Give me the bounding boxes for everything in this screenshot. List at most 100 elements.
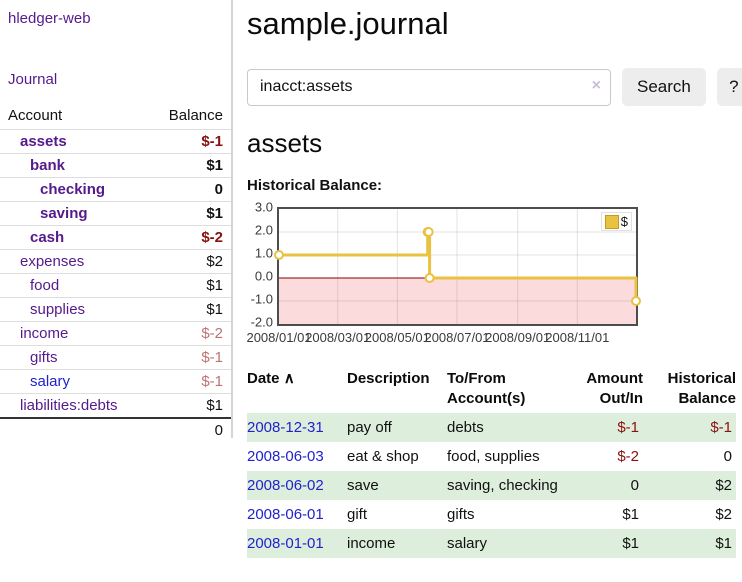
search-form: × Search ? [247,68,742,106]
account-balance: $-1 [144,129,231,154]
account-link-expenses[interactable]: expenses [20,253,85,270]
register-table: Date ∧ Description To/From Account(s) Amo… [247,367,736,558]
account-balance: $-1 [144,369,231,394]
account-balance: $1 [144,297,231,322]
account-row: supplies $1 [0,297,231,322]
transaction-accounts: food, supplies [447,448,540,465]
y-tick-label: 3.0 [254,199,273,215]
description-column-header: Description [347,370,430,387]
chart-y-axis: 3.0 2.0 1.0 0.0 -1.0 -2.0 [247,200,273,330]
account-link-liabilities-debts[interactable]: liabilities:debts [20,397,118,414]
account-link-bank[interactable]: bank [30,157,66,174]
account-balance: $1 [144,153,231,178]
accounts-total-value: 0 [144,417,231,442]
account-link-cash[interactable]: cash [30,229,65,246]
transaction-date-link[interactable]: 2008-06-02 [247,477,324,494]
account-link-gifts[interactable]: gifts [30,349,58,366]
accounts-total-row: 0 [0,417,231,442]
transaction-amount: 0 [630,477,639,494]
account-balance: $1 [144,201,231,226]
sort-ascending-icon: ∧ [283,370,295,387]
transaction-row: 2008-12-31 pay off debts $-1 $-1 [247,413,736,442]
transaction-accounts: gifts [447,506,475,523]
account-row: income $-2 [0,321,231,346]
chart-plot-area: $ [274,207,641,326]
account-balance: $1 [144,273,231,298]
x-tick-label: 2008/11/01 [545,330,610,345]
account-row: salary $-1 [0,369,231,394]
y-tick-label: 1.0 [254,245,273,261]
account-row: cash $-2 [0,225,231,250]
account-link-salary[interactable]: salary [30,373,71,390]
transaction-balance: $2 [715,477,732,494]
accounts-column-header: Account [8,107,63,124]
transaction-accounts: debts [447,419,484,436]
transaction-date-link[interactable]: 2008-06-03 [247,448,324,465]
transaction-row: 2008-06-03 eat & shop food, supplies $-2… [247,442,736,471]
transaction-amount: $-2 [617,448,639,465]
transaction-balance: $-1 [710,419,732,436]
transaction-balance: 0 [723,448,732,465]
transaction-accounts: salary [447,535,488,552]
account-link-food[interactable]: food [30,277,60,294]
account-row: liabilities:debts $1 [0,393,231,418]
account-row: gifts $-1 [0,345,231,370]
y-tick-label: 0.0 [254,268,273,284]
account-row: checking 0 [0,177,231,202]
amount-column-header: Amount Out/In [586,370,643,407]
legend-swatch-icon [604,214,619,229]
account-heading: assets [247,128,323,158]
x-tick-label: 2008/09/01 [485,330,551,345]
sidebar-item-journal[interactable]: Journal [8,71,58,88]
page-title: sample.journal [247,6,449,41]
account-balance: $-2 [144,225,231,250]
x-tick-label: 2008/07/01 [424,330,490,345]
account-link-checking[interactable]: checking [40,181,106,198]
account-row: expenses $2 [0,249,231,274]
register-header-row: Date ∧ Description To/From Account(s) Amo… [247,367,736,413]
accounts-balance-table: Account Balance assets $-1 bank $1 checkin… [0,104,231,442]
transaction-description: pay off [347,419,392,436]
transaction-date-link[interactable]: 2008-06-01 [247,506,324,523]
transaction-row: 2008-06-01 gift gifts $1 $2 [247,500,736,529]
x-tick-label: 2008/01/01 [246,330,312,345]
transaction-accounts: saving, checking [447,477,558,494]
account-row: food $1 [0,273,231,298]
app-title-link[interactable]: hledger-web [8,10,91,27]
account-balance: $-2 [144,321,231,346]
x-tick-label: 2008/05/01 [364,330,430,345]
account-link-saving[interactable]: saving [40,205,88,222]
y-tick-label: 2.0 [254,222,273,238]
transaction-amount: $-1 [617,419,639,436]
transaction-amount: $1 [622,535,639,552]
main-content: sample.journal × Search ? assets Histori… [233,0,742,558]
transaction-date-link[interactable]: 2008-12-31 [247,419,324,436]
transaction-balance: $2 [715,506,732,523]
search-input[interactable] [247,68,611,106]
search-button[interactable]: Search [622,68,706,106]
date-column-header[interactable]: Date ∧ [247,370,295,387]
transaction-date-link[interactable]: 2008-01-01 [247,535,324,552]
clear-search-icon[interactable]: × [591,76,601,94]
account-balance: $1 [144,393,231,418]
account-link-assets[interactable]: assets [20,133,67,150]
page: hledger-web Journal Account Balance asse… [0,0,742,558]
account-link-income[interactable]: income [20,325,69,342]
help-button[interactable]: ? [716,68,742,106]
historical-balance-chart: 3.0 2.0 1.0 0.0 -1.0 -2.0 $ 2008/01/01 2… [246,200,742,351]
account-row: assets $-1 [0,129,231,154]
chart-legend: $ [600,212,632,231]
transaction-amount: $1 [622,506,639,523]
transaction-description: income [347,535,396,552]
transaction-description: eat & shop [347,448,419,465]
account-balance: 0 [144,177,231,202]
legend-label: $ [620,214,628,229]
tofrom-column-header: To/From Account(s) [447,370,526,407]
y-tick-label: -1.0 [250,291,273,307]
chart-title: Historical Balance: [247,177,383,194]
transaction-row: 2008-01-01 income salary $1 $1 [247,529,736,558]
account-link-supplies[interactable]: supplies [30,301,86,318]
balance-column-header: Historical Balance [667,370,736,407]
transaction-balance: $1 [715,535,732,552]
transaction-description: save [347,477,379,494]
